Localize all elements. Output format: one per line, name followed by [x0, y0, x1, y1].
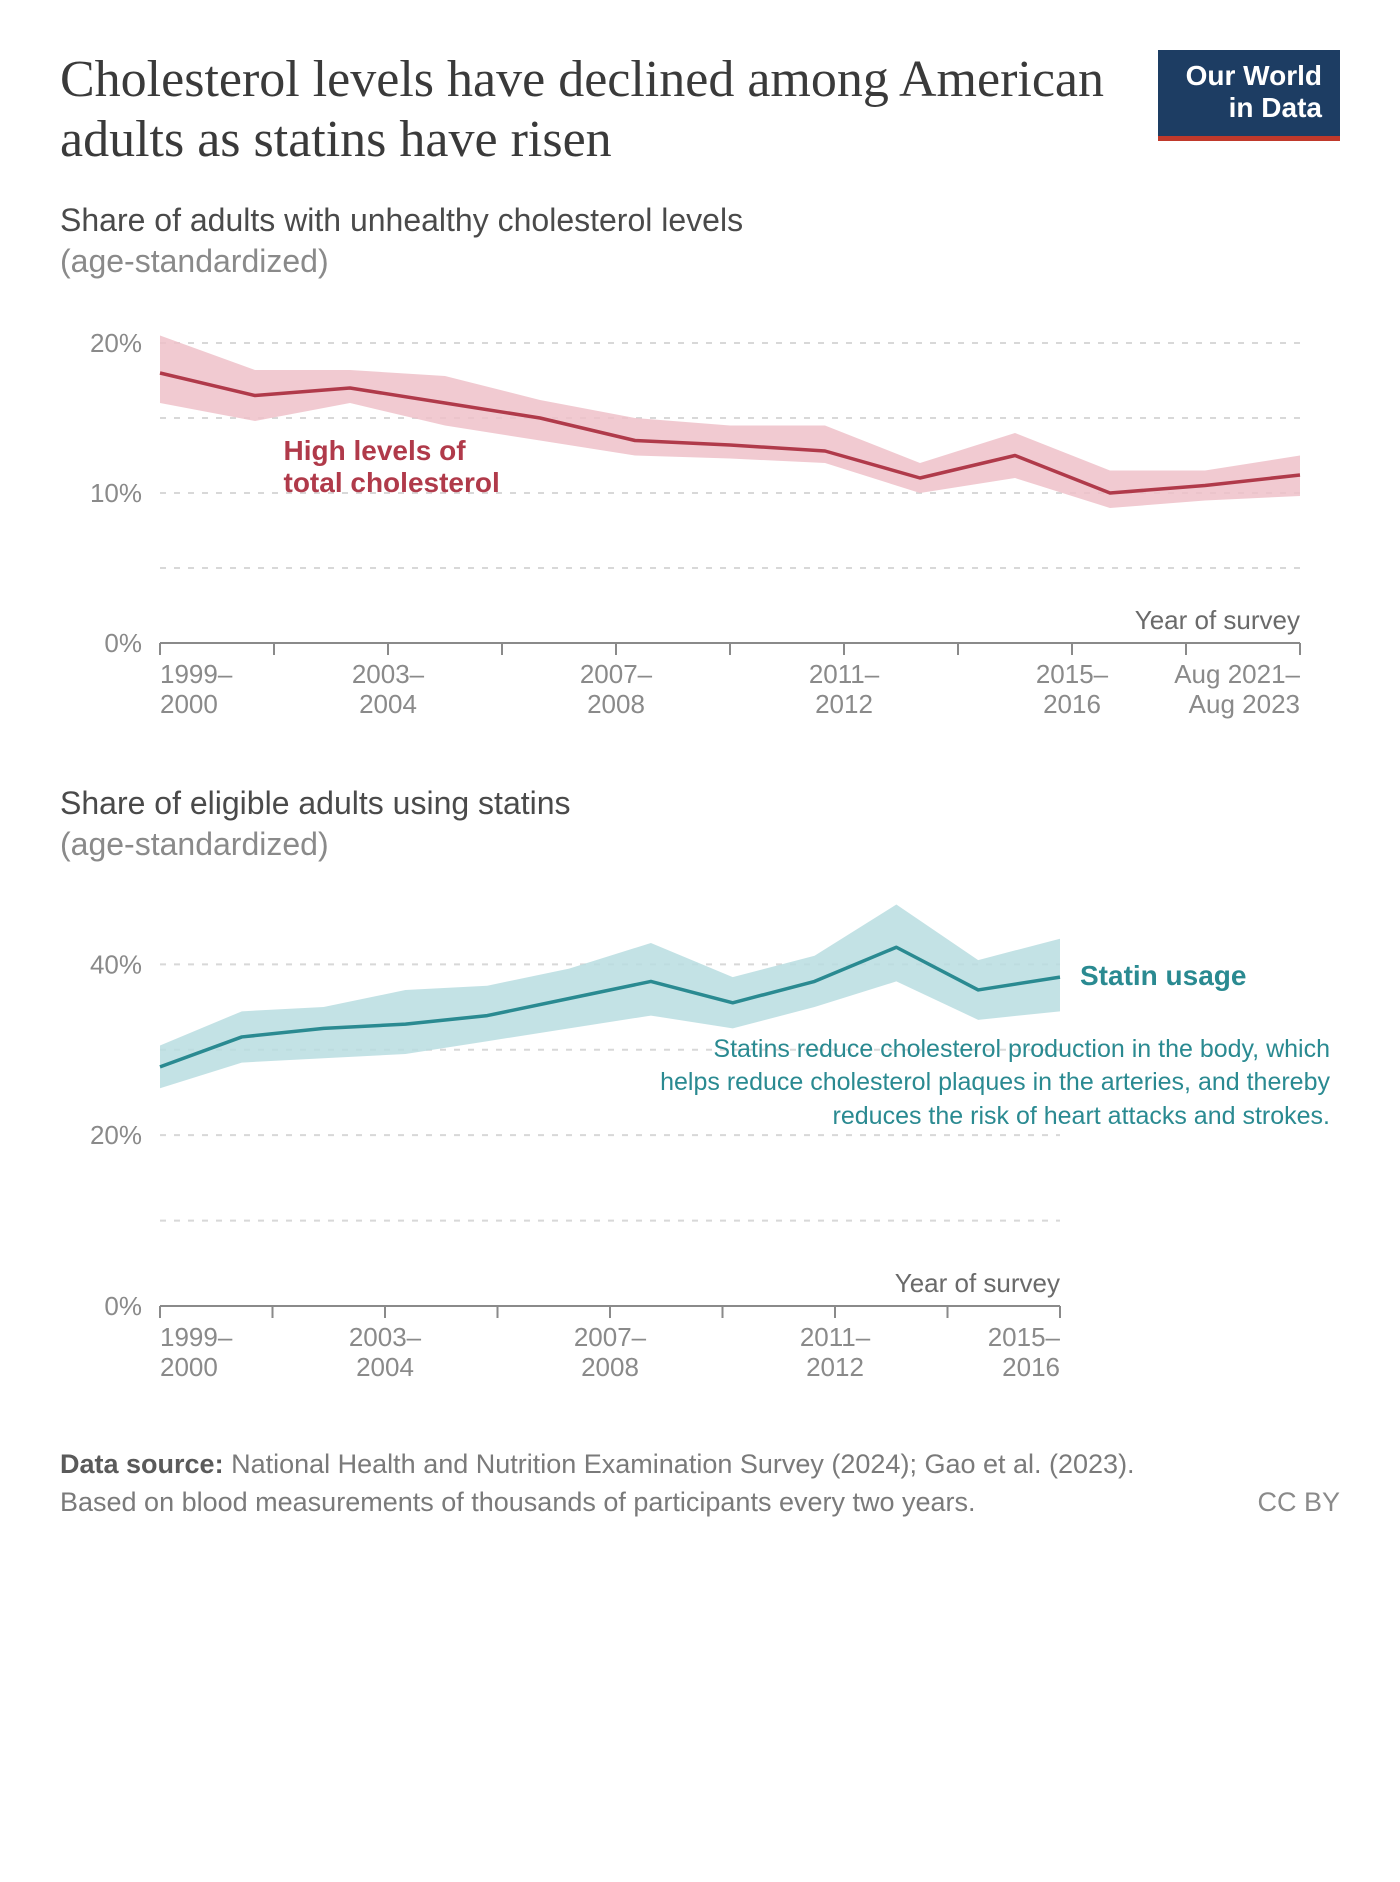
svg-text:2008: 2008 [581, 1352, 639, 1382]
svg-text:2011–: 2011– [809, 659, 880, 689]
chart2-block: Share of eligible adults using statins (… [60, 783, 1340, 1406]
header: Cholesterol levels have declined among A… [60, 50, 1340, 170]
chart2-subtitle: Share of eligible adults using statins (… [60, 783, 1340, 866]
owid-logo: Our World in Data [1158, 50, 1340, 141]
svg-text:2000: 2000 [160, 689, 218, 719]
chart1-svg: 0% 10% 20% Year of survey 1999–2000 2003–2004… [60, 283, 1340, 743]
chart1-subtitle-qual: (age-standardized) [60, 243, 329, 279]
svg-text:2015–: 2015– [1036, 659, 1109, 689]
chart1-block: Share of adults with unhealthy cholester… [60, 200, 1340, 743]
svg-text:2008: 2008 [587, 689, 645, 719]
svg-text:Year of survey: Year of survey [895, 1268, 1060, 1298]
svg-text:0%: 0% [104, 628, 142, 658]
svg-text:2007–: 2007– [580, 659, 653, 689]
chart2-wrap: 0% 20% 40% Year of survey 1999–2000 2003–2004… [60, 866, 1340, 1406]
svg-text:10%: 10% [90, 478, 142, 508]
svg-text:1999–: 1999– [160, 659, 233, 689]
logo-line1: Our World [1186, 60, 1322, 92]
svg-text:1999–: 1999– [160, 1322, 233, 1352]
svg-text:2016: 2016 [1002, 1352, 1060, 1382]
svg-text:20%: 20% [90, 328, 142, 358]
svg-text:Aug 2023: Aug 2023 [1189, 689, 1300, 719]
svg-text:2015–: 2015– [988, 1322, 1061, 1352]
svg-text:40%: 40% [90, 949, 142, 979]
chart2-subtitle-main: Share of eligible adults using statins [60, 785, 571, 821]
svg-text:2003–: 2003– [349, 1322, 422, 1352]
svg-text:2004: 2004 [359, 689, 417, 719]
svg-text:2003–: 2003– [352, 659, 425, 689]
chart1-subtitle-main: Share of adults with unhealthy cholester… [60, 202, 743, 238]
svg-text:High levels of: High levels of [284, 435, 467, 466]
svg-text:total cholesterol: total cholesterol [284, 467, 500, 498]
svg-text:0%: 0% [104, 1291, 142, 1321]
chart2-svg: 0% 20% 40% Year of survey 1999–2000 2003–2004… [60, 866, 1340, 1406]
chart1-wrap: 0% 10% 20% Year of survey 1999–2000 2003–2004… [60, 283, 1340, 743]
svg-text:Aug 2021–: Aug 2021– [1174, 659, 1300, 689]
footer: Data source: National Health and Nutriti… [60, 1446, 1340, 1522]
svg-text:2000: 2000 [160, 1352, 218, 1382]
svg-text:2012: 2012 [806, 1352, 864, 1382]
footer-source: Data source: National Health and Nutriti… [60, 1446, 1257, 1522]
svg-text:2007–: 2007– [574, 1322, 647, 1352]
footer-source-label: Data source: [60, 1449, 224, 1479]
svg-text:2012: 2012 [815, 689, 873, 719]
svg-text:2011–: 2011– [800, 1322, 871, 1352]
svg-text:Year of survey: Year of survey [1135, 605, 1300, 635]
svg-text:2004: 2004 [356, 1352, 414, 1382]
page-title: Cholesterol levels have declined among A… [60, 50, 1158, 170]
svg-text:20%: 20% [90, 1120, 142, 1150]
svg-text:Statin usage: Statin usage [1080, 960, 1246, 991]
chart1-subtitle: Share of adults with unhealthy cholester… [60, 200, 1340, 283]
svg-text:2016: 2016 [1043, 689, 1101, 719]
logo-line2: in Data [1186, 92, 1322, 124]
chart2-subtitle-qual: (age-standardized) [60, 826, 329, 862]
footer-license: CC BY [1257, 1484, 1340, 1522]
